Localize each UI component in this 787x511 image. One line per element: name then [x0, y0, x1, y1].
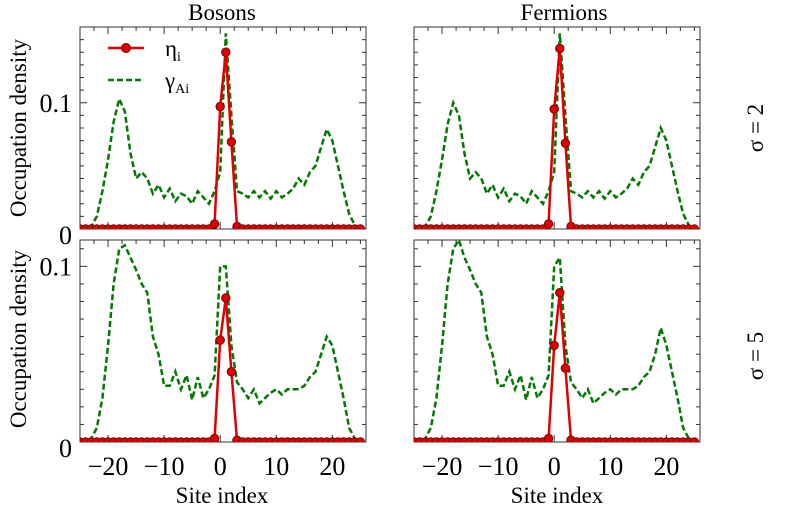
eta-point [355, 224, 366, 229]
x-tick-label: −20 [88, 452, 129, 481]
row-label-sigma-5: σ = 5 [743, 332, 768, 380]
x-tick-label: 10 [263, 452, 289, 481]
panel-1-0: 0 0.1 −20 −10 0 10 20 [40, 239, 367, 481]
panel-plot-area [414, 240, 700, 442]
panel-0-0: 00.1 [40, 26, 367, 250]
ylabel-top: Occupation density [6, 38, 31, 217]
panel-0-1 [413, 26, 701, 230]
eta-point [560, 363, 571, 373]
series-gamma-line [414, 33, 696, 229]
row-label-sigma-2: σ = 2 [743, 104, 768, 152]
y-tick-label: 0.1 [40, 252, 73, 281]
panel-frame [79, 239, 367, 443]
xlabel-left: Site index [176, 483, 269, 508]
eta-point [355, 437, 366, 442]
x-tick-label: −20 [422, 452, 463, 481]
panel-frame [413, 239, 701, 443]
legend: ηi γAi [108, 36, 189, 97]
eta-point [543, 219, 554, 229]
eta-point [226, 137, 237, 147]
x-tick-label: −10 [478, 452, 519, 481]
x-tick-label: 0 [214, 452, 227, 481]
series-eta-line [414, 48, 695, 229]
panel-plot-area [80, 243, 366, 442]
eta-point [543, 433, 554, 442]
eta-point [689, 437, 700, 442]
series-gamma-line [80, 33, 362, 229]
x-tick-label: 10 [597, 452, 623, 481]
panel-plot-area [414, 33, 700, 229]
eta-point [226, 367, 237, 377]
panel-frame [79, 26, 367, 230]
eta-point [549, 340, 559, 351]
legend-gamma-subscript: Ai [175, 82, 189, 97]
y-tick-label: 0.1 [40, 89, 73, 118]
panels-group: 00.100.1−20 −10 0 10 20 −20 −10 0 10 20 [40, 26, 701, 481]
legend-eta-label: ηi [165, 36, 181, 65]
legend-eta-symbol: η [165, 36, 177, 61]
series-gamma-line [80, 243, 362, 442]
y-tick-label: 0 [59, 221, 72, 250]
legend-eta-marker [121, 43, 131, 53]
column-title-fermions: Fermions [521, 0, 608, 25]
legend-gamma-label: γAi [164, 68, 189, 97]
legend-gamma-symbol: γ [164, 68, 175, 93]
eta-point [555, 287, 565, 298]
xlabel-right: Site index [511, 483, 604, 508]
eta-point [549, 104, 559, 114]
panel-plot-area [80, 33, 366, 229]
eta-point [209, 219, 220, 229]
x-tick-label: 20 [319, 452, 345, 481]
series-gamma-line [414, 240, 696, 442]
x-tick-label: 0 [548, 452, 561, 481]
x-tick-label: 20 [653, 452, 679, 481]
y-tick-label: 0 [59, 434, 72, 463]
series-eta-line [414, 292, 695, 442]
ylabel-bottom: Occupation density [6, 249, 31, 428]
series-eta-line [80, 297, 361, 442]
eta-point [555, 43, 565, 54]
panel-1-1: −20 −10 0 10 20 [413, 239, 701, 481]
column-title-bosons: Bosons [188, 0, 256, 25]
eta-point [221, 293, 231, 303]
eta-point [209, 433, 220, 442]
x-tick-label: −10 [144, 452, 185, 481]
legend-eta-subscript: i [177, 50, 181, 65]
eta-point [215, 335, 225, 345]
eta-point [689, 224, 700, 229]
eta-point [560, 138, 571, 148]
eta-point [215, 101, 225, 112]
eta-point [221, 47, 231, 57]
